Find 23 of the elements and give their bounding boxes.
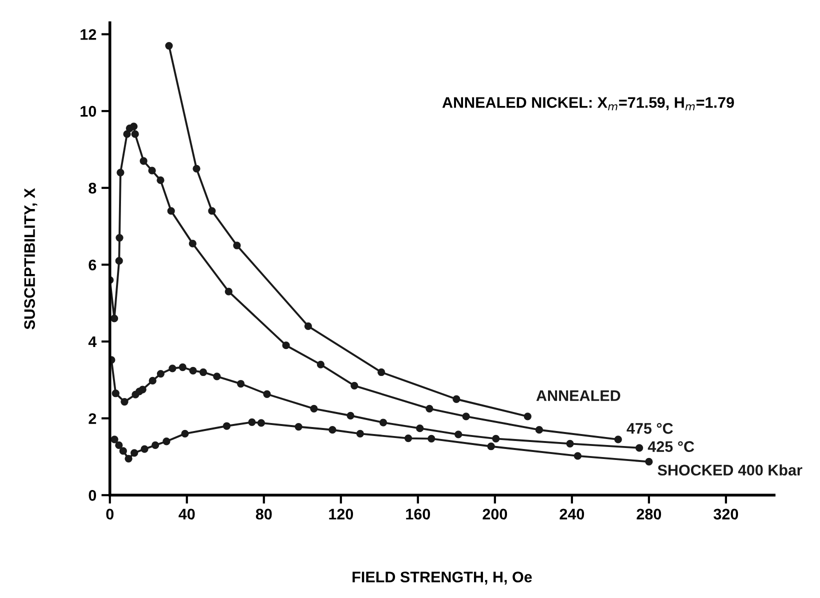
y-axis-title: SUSCEPTIBILITY, X <box>24 188 38 330</box>
y-tick-label: 10 <box>80 106 96 117</box>
annotation: ANNEALED NICKEL: X$_{m}$=71.59, H$_{m}$=1.79 <box>442 97 734 110</box>
x-tick-label: 120 <box>329 508 354 520</box>
x-tick-label: 240 <box>560 508 584 520</box>
x-tick-label: 40 <box>178 508 195 520</box>
series-label: 425 °C <box>648 441 694 452</box>
x-tick-label: 280 <box>636 508 662 520</box>
y-tick-label: 12 <box>80 29 96 40</box>
y-tick-label: 0 <box>88 490 96 501</box>
x-tick-label: 320 <box>714 508 738 520</box>
x-tick-label: 0 <box>106 508 114 520</box>
y-tick-label: 6 <box>88 260 96 270</box>
y-tick-label: 2 <box>88 413 96 424</box>
x-tick-label: 80 <box>256 508 272 520</box>
y-tick-label: 8 <box>88 182 96 194</box>
y-tick-label: 4 <box>88 336 97 348</box>
x-axis-title: FIELD STRENGTH, H, Oe <box>352 572 532 585</box>
series-label: SHOCKED 400 Kbar <box>658 464 802 476</box>
series-label: 475 °C <box>626 423 673 434</box>
x-tick-label: 200 <box>482 508 508 520</box>
series-label: ANNEALED <box>536 390 620 401</box>
x-tick-label: 160 <box>406 508 430 520</box>
